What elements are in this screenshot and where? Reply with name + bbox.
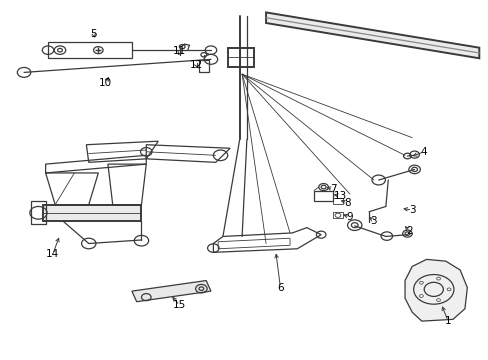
Text: 7: 7 xyxy=(329,184,336,194)
Polygon shape xyxy=(404,259,467,321)
Text: 2: 2 xyxy=(406,226,412,236)
Polygon shape xyxy=(43,205,141,221)
Text: 11: 11 xyxy=(173,46,186,56)
Text: 8: 8 xyxy=(344,198,350,208)
Text: 4: 4 xyxy=(420,147,427,157)
Text: 9: 9 xyxy=(346,212,352,222)
Polygon shape xyxy=(132,280,210,302)
Text: 3: 3 xyxy=(408,205,415,215)
Text: 6: 6 xyxy=(277,283,283,293)
Text: 12: 12 xyxy=(189,60,203,70)
Polygon shape xyxy=(265,12,478,58)
Text: 3: 3 xyxy=(370,216,376,226)
Text: 10: 10 xyxy=(99,78,112,88)
Text: 5: 5 xyxy=(90,28,97,39)
Text: 15: 15 xyxy=(173,300,186,310)
Text: 1: 1 xyxy=(444,316,450,326)
Text: 13: 13 xyxy=(333,191,346,201)
Text: 14: 14 xyxy=(46,249,60,259)
